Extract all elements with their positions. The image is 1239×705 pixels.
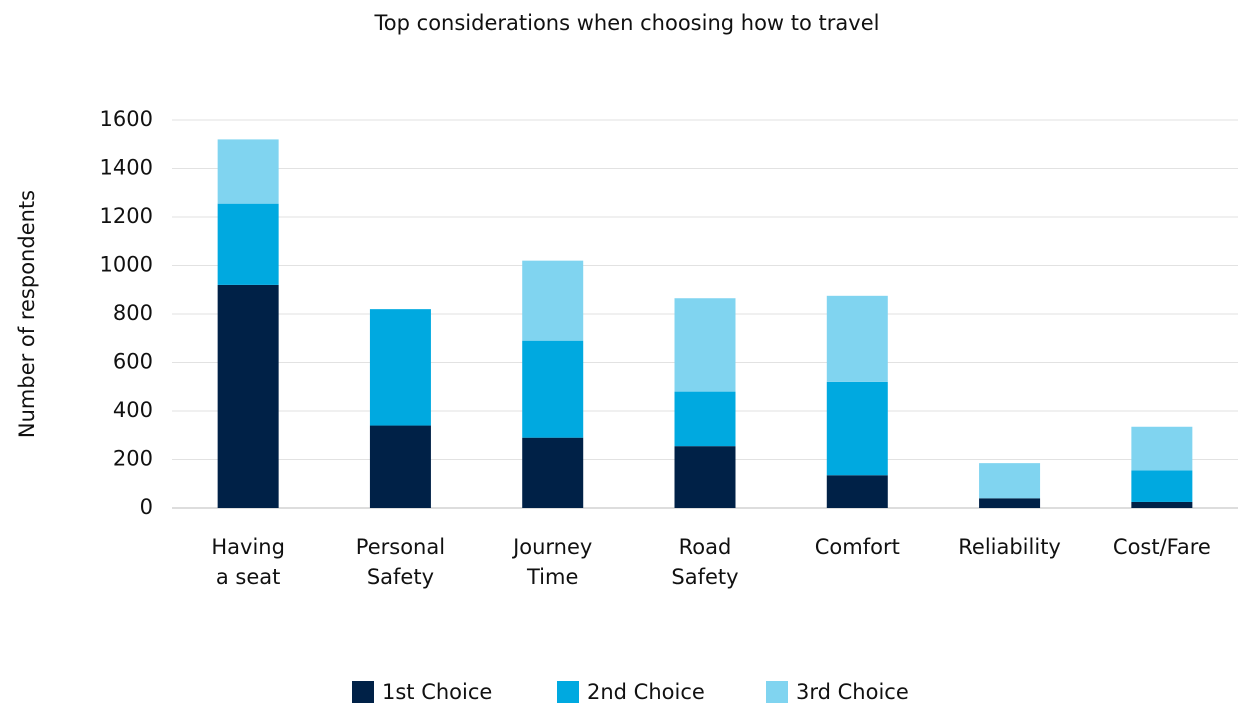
bar-segment bbox=[1131, 501, 1193, 508]
bar-segment bbox=[826, 475, 888, 508]
bar-segment bbox=[979, 463, 1041, 499]
bar-segment bbox=[674, 298, 736, 392]
bar-segment bbox=[1131, 426, 1193, 471]
bar-segment bbox=[522, 437, 584, 508]
bar-segment bbox=[217, 284, 279, 508]
y-tick-label: 400 bbox=[113, 398, 153, 422]
bar-segment bbox=[522, 340, 584, 438]
bar-segment bbox=[1131, 470, 1193, 502]
legend-swatch bbox=[766, 681, 788, 703]
bar-segment bbox=[979, 498, 1041, 508]
bar-segment bbox=[826, 381, 888, 476]
bar-segment bbox=[369, 425, 431, 508]
bar-segment bbox=[217, 203, 279, 285]
y-tick-label: 200 bbox=[113, 447, 153, 471]
y-tick-label: 1000 bbox=[100, 253, 153, 277]
y-tick-label: 1200 bbox=[100, 204, 153, 228]
legend-swatch bbox=[352, 681, 374, 703]
x-tick-label: Comfort bbox=[814, 535, 900, 559]
x-tick-label: Personal Safety bbox=[355, 535, 446, 589]
bar-segment bbox=[674, 446, 736, 508]
legend-label: 2nd Choice bbox=[587, 680, 705, 704]
x-tick-label: Reliability bbox=[958, 535, 1061, 559]
x-tick-label: Cost/Fare bbox=[1112, 535, 1211, 559]
y-tick-label: 1400 bbox=[100, 156, 153, 180]
y-tick-label: 0 bbox=[140, 495, 153, 519]
x-tick-label: Road Safety bbox=[671, 535, 739, 589]
y-tick-label: 800 bbox=[113, 301, 153, 325]
bar-segment bbox=[369, 309, 431, 426]
legend-label: 3rd Choice bbox=[796, 680, 909, 704]
chart-title: Top considerations when choosing how to … bbox=[374, 11, 880, 35]
bar-segment bbox=[674, 391, 736, 447]
y-tick-label: 600 bbox=[113, 350, 153, 374]
bar-segment bbox=[217, 139, 279, 204]
y-tick-label: 1600 bbox=[100, 107, 153, 131]
y-axis-label: Number of respondents bbox=[15, 190, 39, 438]
legend-label: 1st Choice bbox=[382, 680, 492, 704]
x-tick-label: Having a seat bbox=[211, 535, 285, 589]
bar-segment bbox=[522, 260, 584, 341]
x-tick-label: Journey Time bbox=[513, 535, 593, 589]
legend-swatch bbox=[557, 681, 579, 703]
bar-segment bbox=[826, 295, 888, 382]
